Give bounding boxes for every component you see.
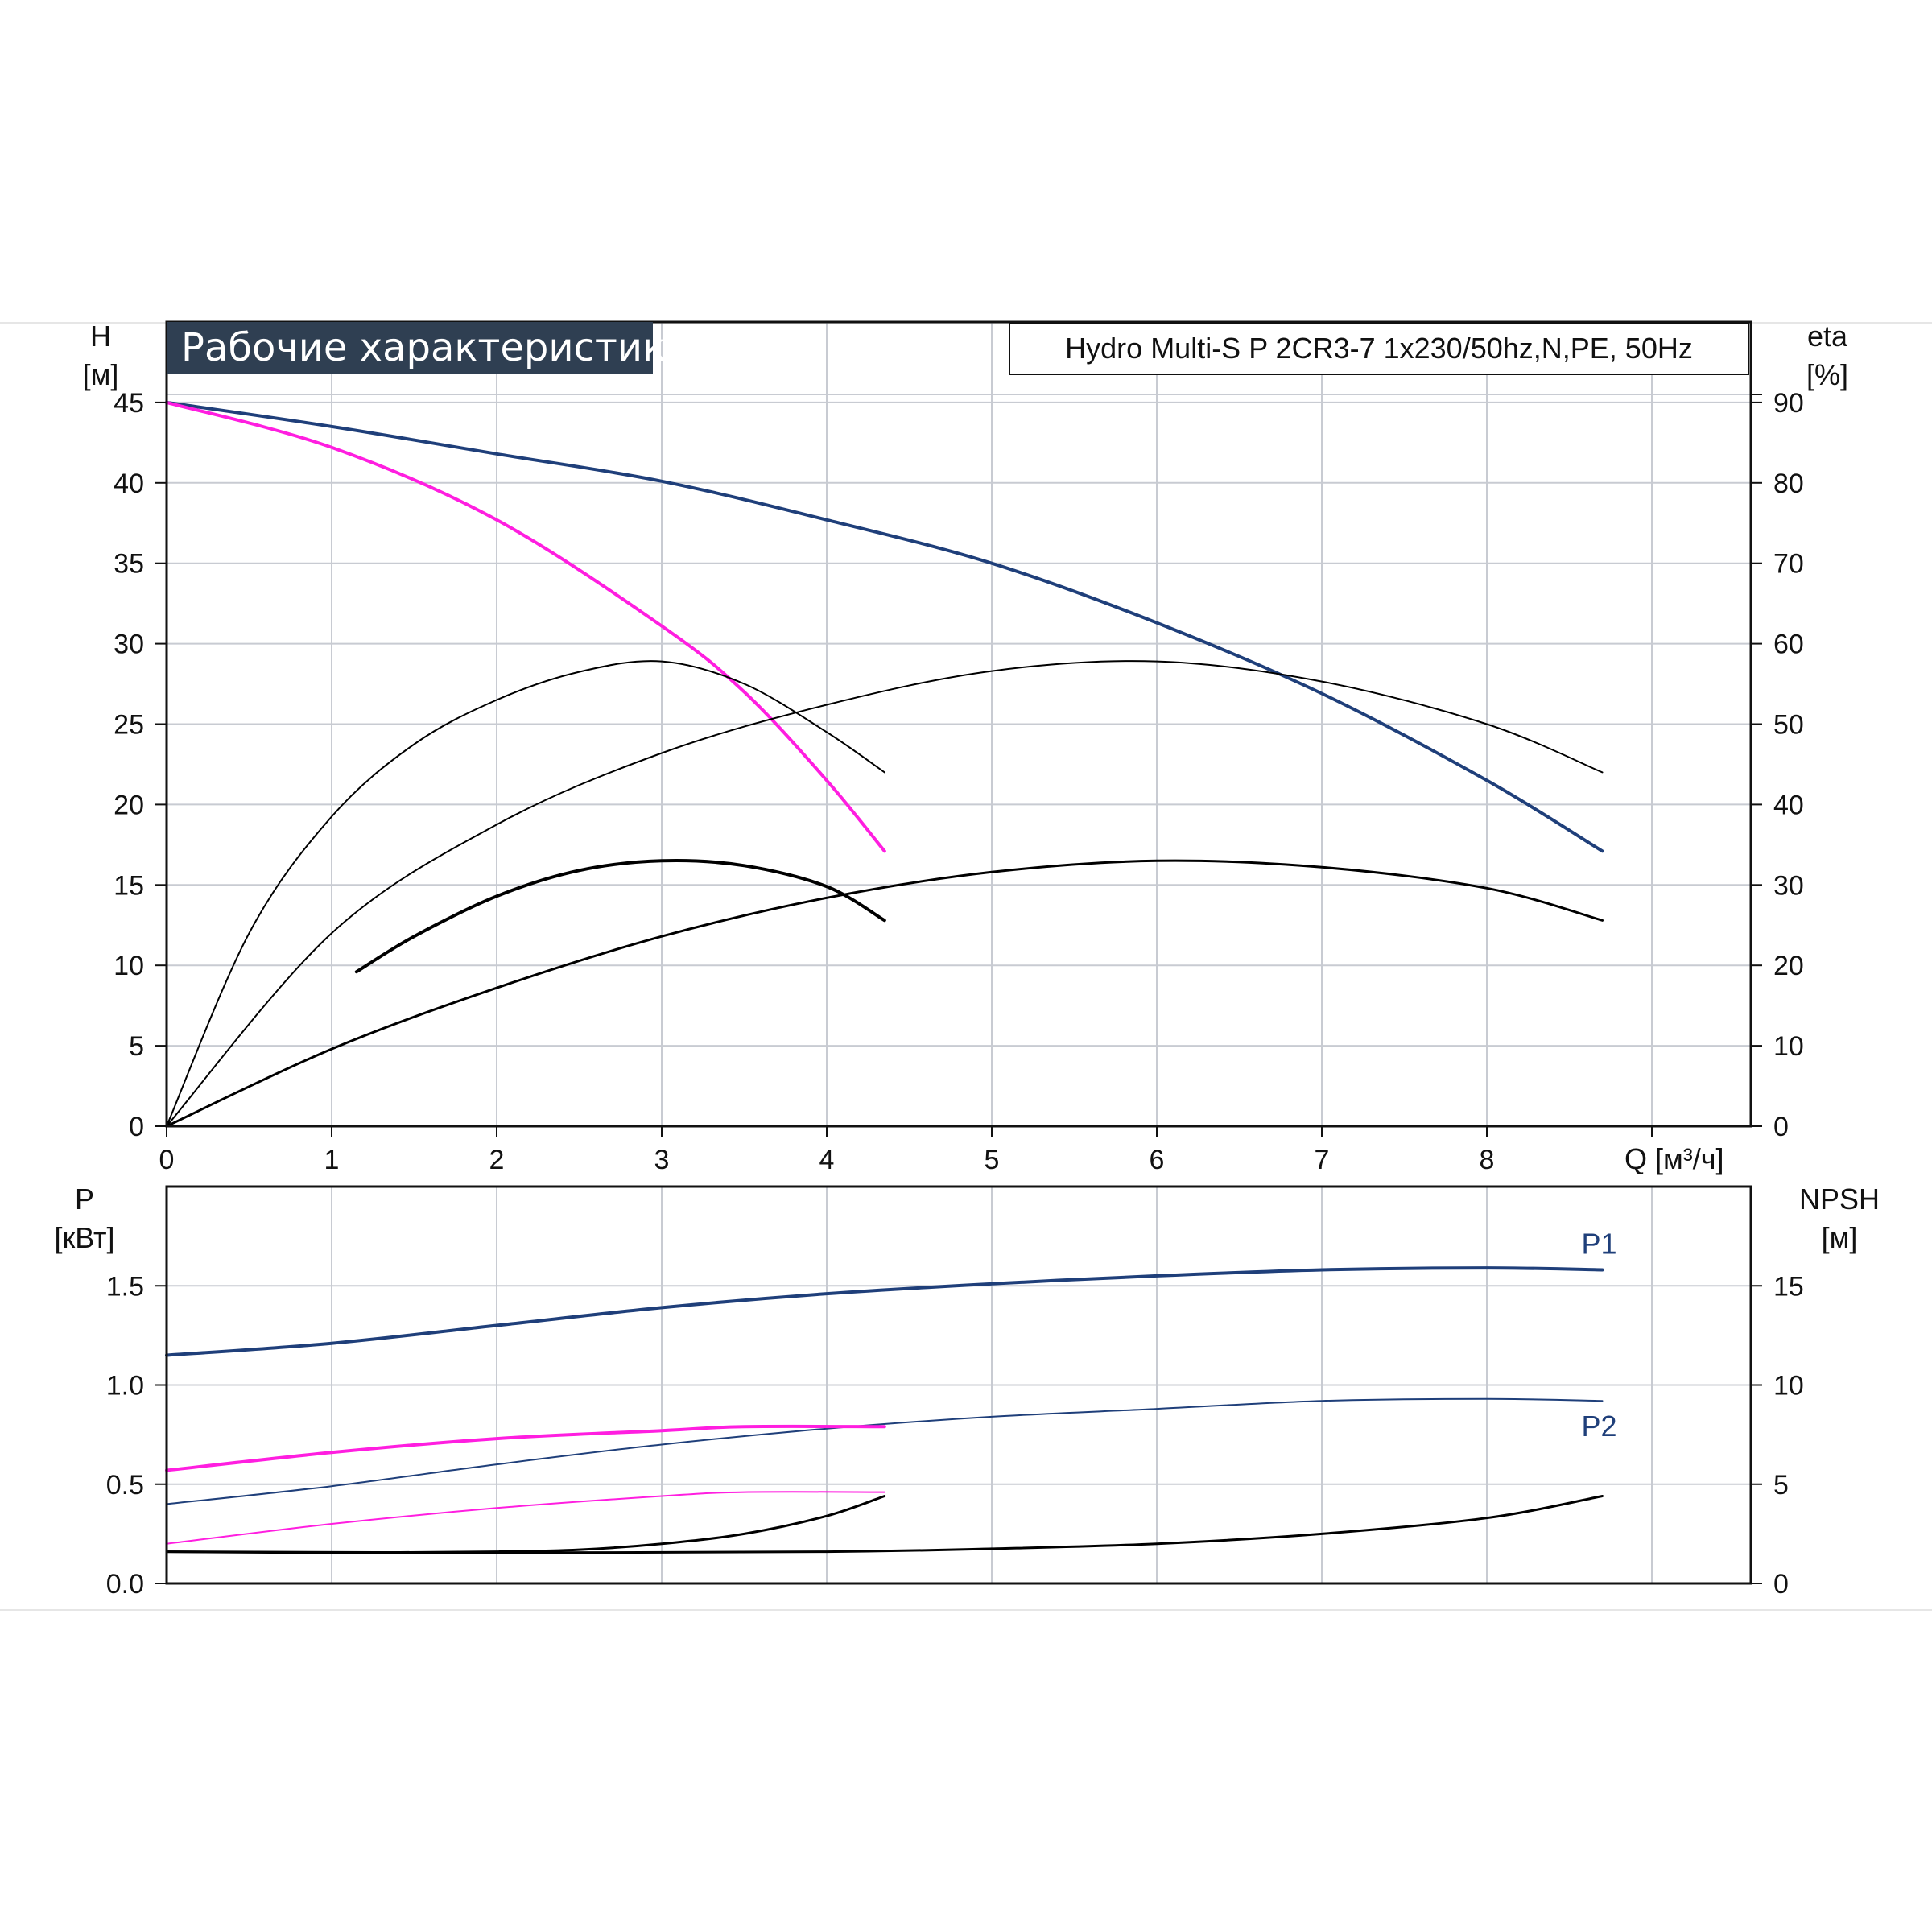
left-axis-tick-label: 1.0 (106, 1371, 144, 1402)
head-axis-name: H (90, 320, 111, 353)
efficiency-axis-unit: [%] (1806, 358, 1848, 391)
efficiency-axis-name: eta (1806, 320, 1848, 353)
x-axis-tick-label: 1 (324, 1145, 340, 1175)
series-label-p2: P2 (1581, 1410, 1616, 1443)
left-axis-tick-label: 45 (114, 388, 144, 419)
right-axis-tick-label: 40 (1773, 790, 1804, 820)
chart-title: Рабочие характеристики (167, 322, 691, 374)
x-axis-tick-label: 7 (1315, 1145, 1330, 1175)
curve-line (166, 660, 1604, 1127)
left-axis-tick-label: 15 (114, 870, 144, 901)
x-axis-tick-label: 0 (159, 1145, 175, 1175)
curve-line (166, 660, 886, 1127)
left-axis-tick-label: 30 (114, 630, 144, 660)
left-axis-tick-label: 10 (114, 951, 144, 981)
right-axis-tick-label: 70 (1773, 549, 1804, 580)
x-axis-tick-label: 8 (1480, 1145, 1495, 1175)
left-axis-tick-label: 5 (129, 1031, 144, 1062)
right-axis-tick-label: 10 (1773, 1371, 1804, 1402)
left-axis-tick-label: 40 (114, 469, 144, 499)
left-axis-tick-label: 35 (114, 549, 144, 580)
right-axis-tick-label: 30 (1773, 870, 1804, 901)
right-axis-tick-label: 50 (1773, 710, 1804, 741)
x-axis-tick-label: 2 (489, 1145, 505, 1175)
curve-line (354, 859, 886, 974)
flow-axis-label: Q [м³/ч] (1624, 1142, 1724, 1175)
left-axis-tick-label: 0.0 (106, 1569, 144, 1600)
curve-line (165, 859, 1604, 1128)
x-axis-tick-label: 5 (985, 1145, 1000, 1175)
right-axis-tick-label: 0 (1773, 1112, 1789, 1142)
curve-line (165, 1266, 1604, 1357)
power-axis-title: P [кВт] (32, 1180, 137, 1257)
curve-line (166, 1397, 1604, 1505)
right-axis-tick-label: 90 (1773, 388, 1804, 419)
right-axis-tick-label: 80 (1773, 469, 1804, 499)
left-axis-tick-label: 25 (114, 710, 144, 741)
left-axis-tick-label: 0.5 (106, 1470, 144, 1501)
left-axis-tick-label: 0 (129, 1112, 144, 1142)
curve-line (165, 400, 1604, 853)
npsh-axis-name: NPSH (1798, 1183, 1880, 1216)
grid-lines (167, 322, 1751, 1583)
right-axis-tick-label: 0 (1773, 1569, 1789, 1600)
pump-model-label: Hydro Multi-S P 2CR3-7 1x230/50hz,N,PE, … (1009, 322, 1749, 375)
x-axis-tick-label: 4 (819, 1145, 835, 1175)
right-axis-tick-label: 15 (1773, 1271, 1804, 1302)
left-axis-tick-label: 1.5 (106, 1271, 144, 1302)
curve-line (165, 400, 886, 853)
axis-ticks (155, 394, 1762, 1584)
plot-frames (165, 320, 1752, 1585)
right-axis-tick-label: 60 (1773, 630, 1804, 660)
power-axis-unit: [кВт] (54, 1221, 115, 1254)
right-axis-tick-label: 20 (1773, 951, 1804, 981)
npsh-axis-unit: [м] (1821, 1221, 1858, 1254)
right-axis-tick-label: 10 (1773, 1031, 1804, 1062)
head-axis-title: H [м] (56, 317, 145, 394)
efficiency-axis-title: eta [%] (1779, 317, 1876, 394)
left-axis-tick-label: 20 (114, 790, 144, 820)
curve-line (166, 1491, 886, 1545)
curves (165, 400, 1604, 1554)
curve-line (165, 1495, 886, 1554)
series-label-p1: P1 (1581, 1228, 1616, 1261)
head-axis-unit: [м] (82, 358, 119, 391)
series-labels: P1 P2 (1581, 1228, 1616, 1443)
bottom-divider-line (0, 1609, 1932, 1611)
npsh-axis-title: NPSH [м] (1779, 1180, 1900, 1257)
right-axis-tick-label: 5 (1773, 1470, 1789, 1501)
power-axis-name: P (74, 1183, 94, 1216)
curve-line (165, 1495, 1604, 1554)
curve-line (165, 1424, 886, 1472)
x-axis-tick-label: 6 (1150, 1145, 1165, 1175)
x-axis-tick-label: 3 (654, 1145, 670, 1175)
